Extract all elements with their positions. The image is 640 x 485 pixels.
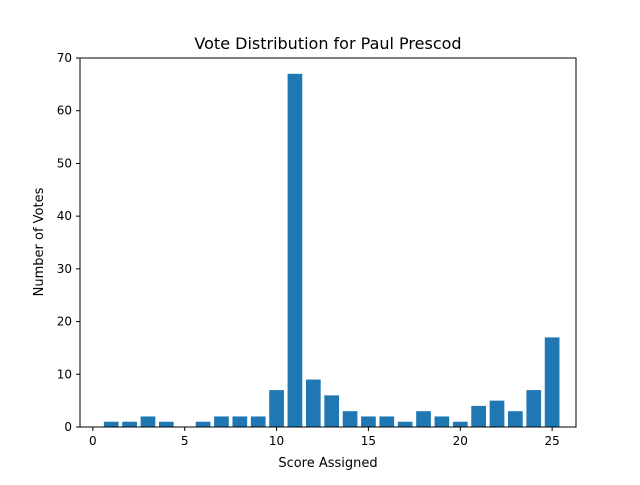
chart-title: Vote Distribution for Paul Prescod [194, 34, 461, 53]
y-tick-label: 30 [57, 262, 72, 276]
plot-area [79, 57, 577, 428]
plot-background [80, 58, 576, 427]
x-tick-label: 25 [544, 434, 559, 448]
x-tick-label: 20 [453, 434, 468, 448]
bar-score-15 [361, 416, 376, 427]
x-axis-label: Score Assigned [278, 456, 377, 471]
x-tick-label: 5 [181, 434, 189, 448]
bar-score-13 [324, 395, 340, 427]
bar-score-19 [434, 416, 450, 427]
plot-frame [79, 57, 577, 428]
bar-score-2 [122, 421, 137, 427]
bar-score-25 [544, 337, 560, 427]
bar-score-1 [103, 421, 119, 427]
y-tick-label: 40 [57, 209, 72, 223]
x-axis: 0 5 10 15 20 25 [89, 427, 560, 448]
x-tick-label: 0 [89, 434, 97, 448]
bar-score-22 [489, 400, 505, 427]
bars-layer [103, 73, 560, 427]
y-tick-label: 70 [57, 51, 72, 65]
bar-score-6 [195, 421, 211, 427]
bar-score-21 [471, 405, 486, 427]
bar-score-16 [379, 416, 395, 427]
bar-score-12 [305, 379, 321, 427]
bar-score-11 [287, 73, 303, 427]
y-tick-label: 10 [57, 367, 72, 381]
bar-score-3 [140, 416, 156, 427]
bar-score-9 [250, 416, 266, 427]
bar-score-8 [232, 416, 248, 427]
bar-score-23 [508, 411, 523, 427]
y-axis-label: Number of Votes [32, 187, 47, 296]
bar-score-20 [452, 421, 468, 427]
y-tick-label: 20 [57, 315, 72, 329]
x-tick-label: 15 [361, 434, 376, 448]
y-tick-label: 60 [57, 104, 72, 118]
x-tick-label: 10 [269, 434, 284, 448]
bar-score-7 [214, 416, 229, 427]
bar-score-18 [416, 411, 431, 427]
bar-score-24 [526, 390, 542, 427]
bar-score-17 [397, 421, 413, 427]
y-tick-label: 0 [64, 420, 72, 434]
y-axis: 0 10 20 30 40 50 60 70 [57, 51, 80, 434]
bar-score-10 [269, 390, 284, 427]
bar-score-4 [158, 421, 174, 427]
y-tick-label: 50 [57, 156, 72, 170]
bar-score-14 [342, 411, 358, 427]
